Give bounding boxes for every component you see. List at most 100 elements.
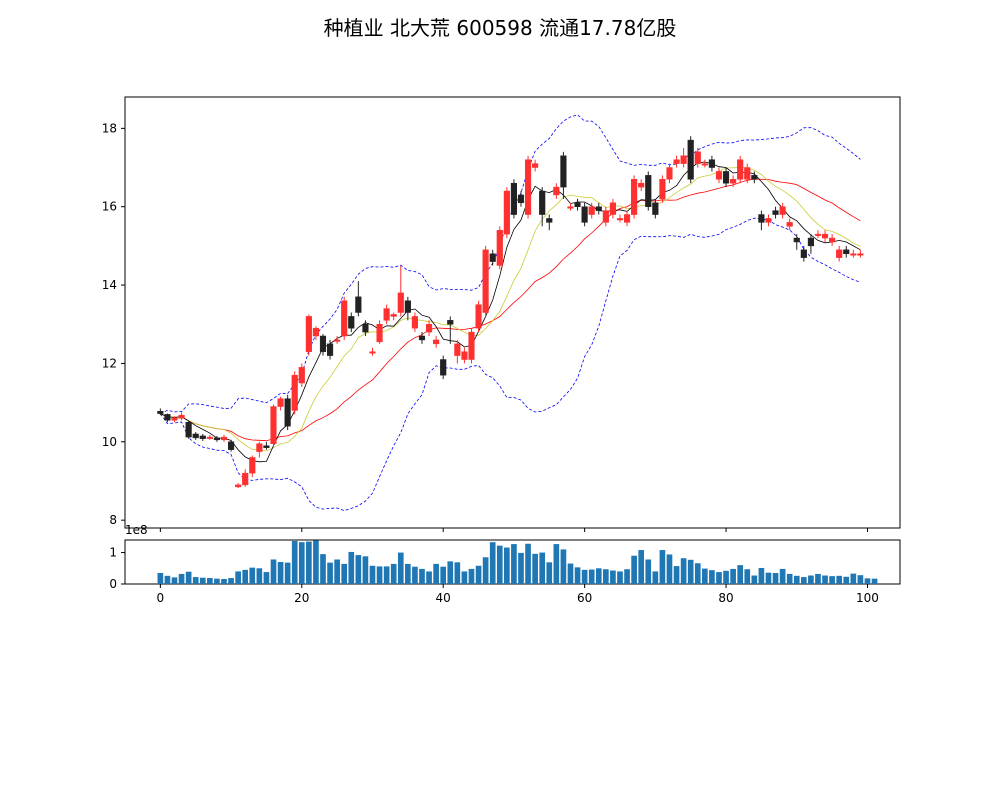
volume-bar [228,578,234,584]
candle-body [319,335,327,352]
volume-bar [334,559,340,584]
candle-body [666,167,673,180]
candle-body [270,406,277,445]
boll-lower-line [160,217,861,512]
candle-body [461,351,468,360]
candle-body [256,443,263,452]
candle-body [510,182,517,215]
candle-body [843,249,850,254]
volume-bar [511,544,517,584]
candle-body [178,414,185,419]
volume-bar [242,569,249,584]
volume-bar [765,572,772,584]
volume-bar [581,569,588,584]
volume-bar [298,542,305,584]
candle-body [390,314,397,317]
volume-bar [808,575,814,584]
candle-body [645,175,652,207]
candle-body [404,300,411,313]
volume-bar [546,562,553,584]
volume-bar [376,566,383,584]
volume-bar [659,550,666,584]
volume-bar [772,573,779,584]
candle-body [524,159,532,215]
volume-bar [504,547,510,584]
candle-body [772,210,779,215]
candle-body [468,331,475,360]
candle-body [836,249,843,258]
volume-bar [313,540,319,584]
volume-bar [539,552,546,584]
volume-bar [348,551,355,584]
volume-bar [405,563,411,584]
candle-body [171,418,178,421]
volume-x-tick-label: 80 [718,591,733,605]
candle-body [567,206,574,209]
candle-body [489,253,496,262]
volume-bar [624,569,630,584]
volume-bar [532,553,538,584]
volume-x-tick-label: 100 [856,591,879,605]
volume-bar [419,568,425,584]
candle-body [185,421,192,438]
volume-bar [277,562,284,584]
candle-body [758,214,765,223]
candle-body [793,237,800,243]
volume-bar [709,570,715,584]
volume-bar [249,567,256,584]
volume-bar [164,575,171,584]
candle-body [560,155,567,188]
candle-body [362,324,369,333]
volume-bar [793,575,800,584]
volume-x-tick-label: 20 [294,591,309,605]
volume-bar [192,577,199,584]
candle-body [800,249,807,258]
volume-bar [320,554,326,584]
volume-bar [256,568,263,584]
volume-bar [751,575,758,584]
volume-bar [475,565,482,584]
volume-bar [631,555,637,584]
candle-body [277,398,284,407]
volume-bar [171,577,178,584]
volume-bar [433,563,439,584]
volume-bar [306,541,312,584]
volume-x-tick-label: 40 [436,591,451,605]
volume-y-tick-label: 0 [109,577,117,591]
candle-body [341,300,348,337]
candle-body [312,327,320,337]
volume-bar [857,575,864,584]
candle-body [454,343,461,356]
volume-bar [270,559,277,584]
candle-body [574,202,581,207]
volume-bar [221,578,227,584]
candle-body [652,202,659,215]
candle-body [369,351,376,354]
volume-bar [362,556,369,584]
candle-body [242,472,249,486]
volume-x-tick-label: 0 [157,591,165,605]
volume-offset-label: 1e8 [125,523,148,537]
volume-bar [737,565,744,584]
volume-bar [850,573,857,584]
volume-bar [758,567,765,584]
price-y-tick-label: 10 [102,435,117,449]
candle-body [708,159,715,168]
volume-bar [327,562,333,584]
candle-body [829,237,836,243]
volume-bar [291,540,298,584]
candle-body [355,296,362,313]
volume-bar [836,575,843,584]
volume-bar [610,570,616,584]
volume-bar [595,568,602,584]
candle-body [227,441,235,450]
volume-bar [829,576,835,584]
price-y-tick-label: 16 [102,200,117,214]
candle-body [602,210,609,223]
volume-bar [822,575,828,584]
volume-bar [235,571,241,584]
volume-bar [617,571,623,584]
candle-body [786,222,793,227]
candle-body [821,233,829,239]
candle-body [326,343,334,356]
